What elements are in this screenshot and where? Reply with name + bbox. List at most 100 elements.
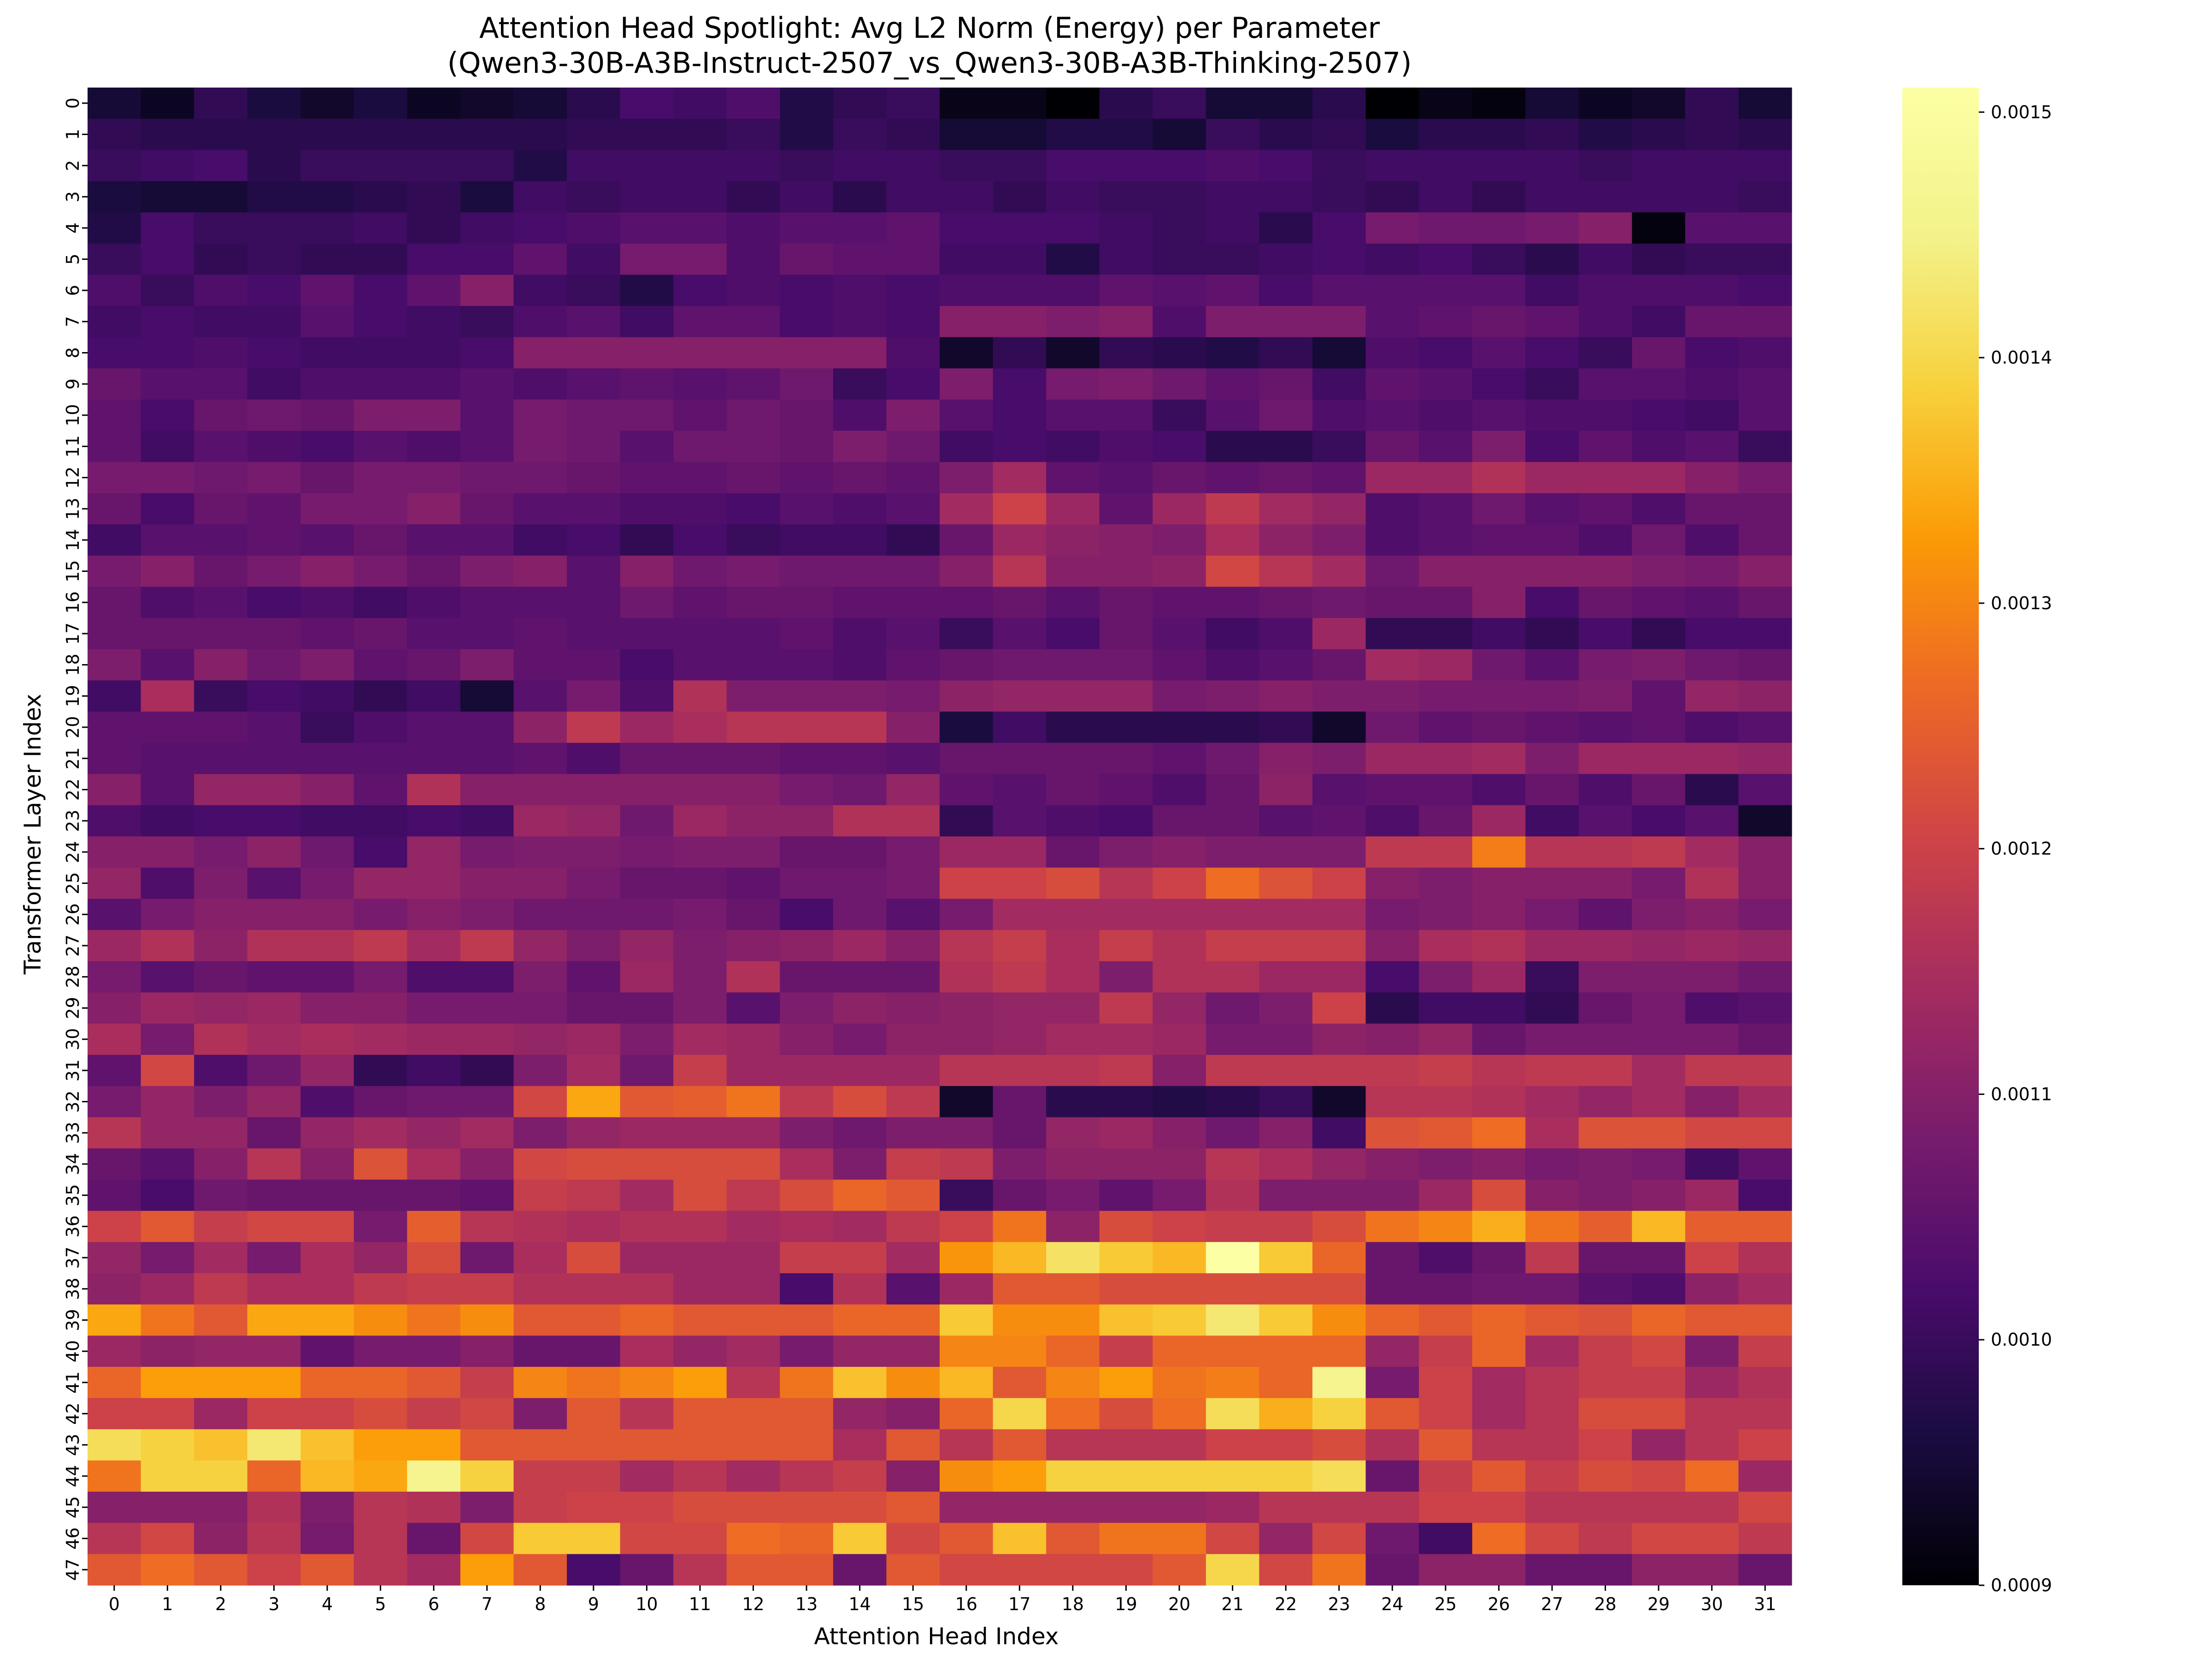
heatmap-cell — [1099, 555, 1153, 587]
heatmap-cell — [833, 88, 887, 119]
heatmap-cell — [1738, 1429, 1792, 1461]
heatmap-cell — [1206, 1460, 1259, 1492]
heatmap-cell — [1046, 1491, 1100, 1524]
heatmap-cell — [194, 587, 248, 618]
heatmap-cell — [1419, 1211, 1473, 1242]
heatmap-cell — [300, 555, 354, 587]
y-tick-label: 46 — [63, 1527, 83, 1549]
heatmap-cell — [88, 1242, 141, 1274]
heatmap-cell — [353, 774, 407, 806]
heatmap-cell — [1419, 680, 1473, 712]
y-tick-label: 4 — [63, 223, 83, 234]
heatmap-cell — [247, 1554, 301, 1586]
heatmap-cell — [886, 1242, 940, 1274]
heatmap-cell — [1046, 680, 1100, 712]
heatmap-cell — [194, 524, 248, 556]
heatmap-cell — [141, 1523, 194, 1554]
heatmap-cell — [247, 1117, 301, 1149]
chart-subtitle: (Qwen3-30B-A3B-Instruct-2507_vs_Qwen3-30… — [447, 46, 1412, 80]
heatmap-cell — [1259, 774, 1313, 806]
heatmap-cell — [1206, 212, 1259, 244]
heatmap-cell — [567, 555, 621, 587]
heatmap-cell — [1525, 961, 1579, 993]
y-tick-label: 21 — [63, 747, 83, 770]
heatmap-cell — [1259, 649, 1313, 681]
heatmap-cell — [407, 1086, 461, 1118]
heatmap-cell — [1153, 1304, 1206, 1336]
x-tick-label: 19 — [1115, 1594, 1137, 1614]
heatmap-cell — [1472, 493, 1526, 525]
heatmap-cell — [726, 88, 780, 119]
heatmap-cell — [1365, 1179, 1419, 1212]
heatmap-cell — [1472, 587, 1526, 618]
heatmap-cell — [353, 1054, 407, 1087]
heatmap-cell — [620, 1273, 674, 1305]
heatmap-cell — [1312, 992, 1366, 1024]
heatmap-cell — [1046, 961, 1100, 993]
heatmap-cell — [1632, 930, 1686, 962]
heatmap-cell — [1578, 524, 1632, 556]
heatmap-cell — [1206, 1335, 1259, 1367]
heatmap-cell — [1525, 992, 1579, 1024]
heatmap-cell — [1578, 899, 1632, 930]
heatmap-cell — [460, 1117, 514, 1149]
heatmap-cell — [1738, 555, 1792, 587]
colorbar-ticks: 0.00090.00100.00110.00120.00130.00140.00… — [1979, 102, 2052, 1595]
heatmap-cell — [513, 930, 567, 962]
heatmap-cell — [1206, 1367, 1259, 1399]
heatmap-cell — [567, 680, 621, 712]
heatmap-cell — [1046, 1523, 1100, 1554]
heatmap-cell — [1632, 805, 1686, 837]
heatmap-cell — [886, 430, 940, 463]
heatmap-cell — [1365, 1242, 1419, 1274]
heatmap-cell — [940, 1054, 994, 1087]
heatmap-cell — [247, 1148, 301, 1180]
heatmap-cell — [1312, 1024, 1366, 1055]
heatmap-cell — [513, 1398, 567, 1430]
heatmap-cell — [1365, 400, 1419, 431]
heatmap-cell — [780, 555, 834, 587]
heatmap-cell — [940, 150, 994, 182]
heatmap-cell — [1099, 1179, 1153, 1212]
heatmap-cell — [194, 1304, 248, 1336]
heatmap-cell — [1419, 524, 1473, 556]
heatmap-cell — [88, 212, 141, 244]
heatmap-cell — [1259, 930, 1313, 962]
heatmap-cell — [1365, 88, 1419, 119]
heatmap-cell — [886, 555, 940, 587]
heatmap-cell — [1738, 1211, 1792, 1242]
heatmap-cell — [993, 368, 1047, 400]
heatmap-cell — [726, 1054, 780, 1087]
heatmap-cell — [567, 1273, 621, 1305]
heatmap-cell — [1632, 1491, 1686, 1524]
heatmap-cell — [780, 867, 834, 900]
heatmap-cell — [1632, 1429, 1686, 1461]
heatmap-cell — [673, 493, 727, 525]
heatmap-cell — [780, 1429, 834, 1461]
heatmap-cell — [1099, 524, 1153, 556]
heatmap-cell — [886, 88, 940, 119]
heatmap-cell — [673, 836, 727, 868]
heatmap-cell — [1578, 1335, 1632, 1367]
heatmap-cell — [247, 680, 301, 712]
heatmap-cell — [141, 992, 194, 1024]
heatmap-cell — [1312, 1304, 1366, 1336]
heatmap-cell — [567, 867, 621, 900]
heatmap-cell — [620, 930, 674, 962]
heatmap-cell — [1312, 805, 1366, 837]
heatmap-cell — [620, 649, 674, 681]
heatmap-cell — [833, 337, 887, 369]
heatmap-cell — [1525, 680, 1579, 712]
heatmap-cell — [1738, 961, 1792, 993]
heatmap-cell — [833, 1460, 887, 1492]
colorbar-tick-label: 0.0015 — [1991, 102, 2052, 122]
heatmap-cell — [780, 1491, 834, 1524]
heatmap-cell — [1685, 150, 1739, 182]
heatmap-cell — [513, 1335, 567, 1367]
heatmap-cell — [1525, 524, 1579, 556]
heatmap-cell — [993, 1554, 1047, 1586]
heatmap-cell — [1419, 243, 1473, 275]
heatmap-cell — [1738, 1398, 1792, 1430]
heatmap-cell — [940, 1086, 994, 1118]
heatmap-cell — [620, 805, 674, 837]
